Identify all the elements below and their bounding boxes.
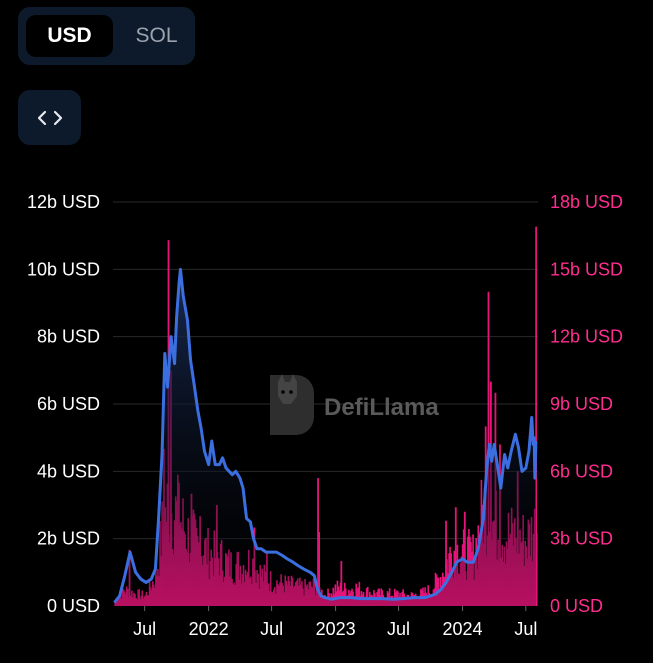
volume-spike [535,226,538,606]
left-tick-label: 12b USD [27,192,100,212]
volume-bar [394,588,396,606]
x-tick-label: 2023 [316,619,356,639]
volume-spike [454,507,457,606]
currency-option-sol[interactable]: SOL [135,24,178,47]
volume-bar [355,583,358,606]
left-tick-label: 4b USD [37,461,100,481]
tvl-volume-chart: DefiLlama 0 USD 2b USD 4b USD 6b USD 8b USD 1… [27,192,623,639]
right-tick-label: 9b USD [550,394,613,414]
embed-code-button[interactable] [18,90,81,145]
volume-spike [318,531,320,606]
currency-toggle: USD SOL [18,7,195,65]
right-tick-label: 3b USD [550,529,613,549]
volume-bar [435,574,438,606]
x-tick-label: Jul [260,619,283,639]
tvl-line [113,267,538,604]
tvl-area [114,269,536,606]
x-tick-label: 2022 [189,619,229,639]
left-tick-label: 6b USD [37,394,100,414]
volume-bar [343,582,346,606]
left-tick-label: 8b USD [37,327,100,347]
left-tick-label: 2b USD [37,529,100,549]
left-tick-label: 10b USD [27,259,100,279]
volume-bar [357,587,360,606]
right-tick-label: 15b USD [550,259,623,279]
volume-bar [334,584,337,606]
volume-bar [332,587,335,606]
right-axis: 0 USD 3b USD 6b USD 9b USD 12b USD 15b USD 18b… [550,192,623,616]
volume-bar [337,586,340,606]
right-tick-label: 18b USD [550,192,623,212]
watermark: DefiLlama [270,374,439,435]
x-axis: Jul 2022 Jul 2023 Jul 2024 Jul [133,606,537,639]
volume-spike [340,561,343,606]
left-tick-label: 0 USD [47,596,100,616]
volume-bar [358,581,361,606]
volume-bar [336,580,339,606]
code-icon [37,110,62,125]
x-tick-label: Jul [133,619,156,639]
volume-bar [434,572,437,606]
volume-spike [317,478,319,606]
right-tick-label: 0 USD [550,596,603,616]
volume-bar [388,588,391,606]
volume-spike [445,520,447,606]
watermark-text: DefiLlama [324,394,439,421]
volume-bar [366,586,369,606]
right-tick-label: 12b USD [550,327,623,347]
x-tick-label: Jul [514,619,537,639]
currency-option-usd[interactable]: USD [26,15,113,57]
volume-bar [365,588,368,606]
left-axis: 0 USD 2b USD 4b USD 6b USD 8b USD 10b USD 12b … [27,192,100,616]
llama-logo-icon [270,374,314,435]
x-tick-label: Jul [387,619,410,639]
x-tick-label: 2024 [443,619,483,639]
right-tick-label: 6b USD [550,461,613,481]
